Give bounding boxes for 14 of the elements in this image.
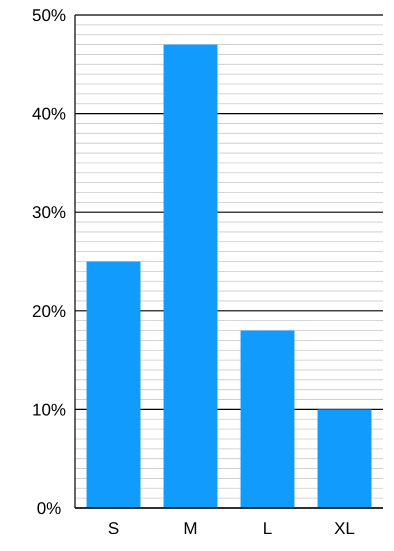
y-tick-label: 0% xyxy=(36,498,62,518)
x-tick-label: L xyxy=(262,519,272,538)
bar xyxy=(318,409,372,508)
bar xyxy=(86,262,140,508)
x-tick-label: XL xyxy=(334,519,355,538)
y-tick-label: 40% xyxy=(32,104,66,124)
y-tick-label: 50% xyxy=(32,6,66,25)
y-tick-label: 20% xyxy=(32,302,66,321)
y-tick-label: 10% xyxy=(32,400,66,420)
bar xyxy=(164,44,218,508)
bar xyxy=(240,330,294,508)
x-tick-label: S xyxy=(108,519,120,538)
y-tick-label: 30% xyxy=(32,203,66,222)
x-tick-label: M xyxy=(183,519,198,538)
